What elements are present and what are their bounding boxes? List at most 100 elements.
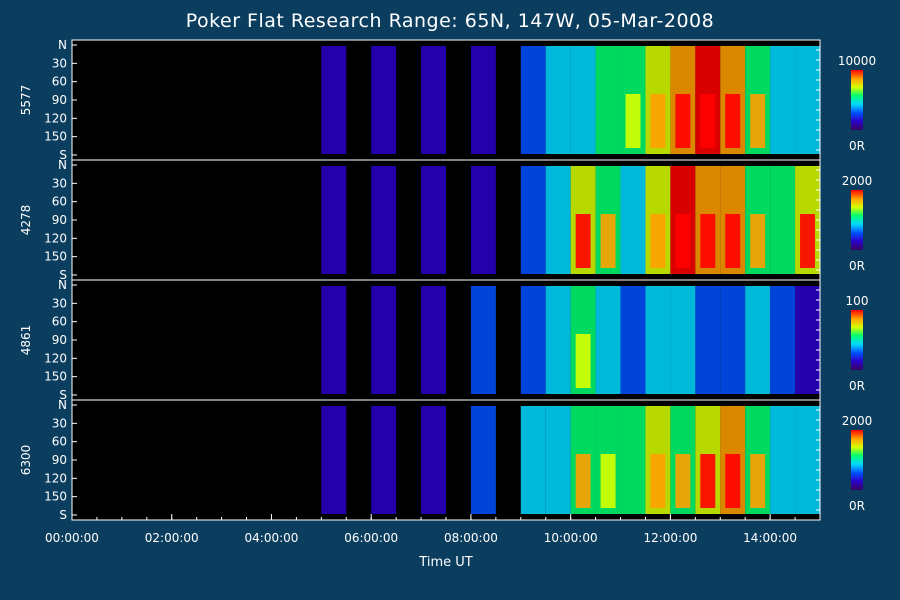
- intensity-core: [575, 454, 591, 508]
- x-tick-label: 00:00:00: [45, 531, 99, 545]
- y-tick-label: 150: [44, 370, 67, 384]
- intensity-core: [700, 94, 716, 148]
- wavelength-label: 4278: [19, 205, 33, 236]
- y-tick-label: N: [58, 38, 67, 52]
- intensity-band: [570, 46, 596, 154]
- intensity-band: [645, 286, 671, 394]
- intensity-core: [575, 214, 591, 268]
- y-tick-label: 120: [44, 111, 67, 125]
- intensity-core: [800, 214, 816, 268]
- x-tick-label: 08:00:00: [444, 531, 498, 545]
- y-tick-label: 30: [52, 416, 67, 430]
- y-tick-label: N: [58, 158, 67, 172]
- intensity-core: [700, 214, 716, 268]
- wavelength-label: 4861: [19, 325, 33, 356]
- intensity-band: [695, 286, 721, 394]
- y-tick-label: S: [59, 388, 67, 402]
- y-tick-label: 60: [52, 315, 67, 329]
- intensity-band: [520, 286, 546, 394]
- intensity-band: [371, 406, 397, 514]
- panel-4861: N 30 60 90 120 150 S 4861 100 0R: [19, 278, 868, 402]
- intensity-band: [620, 286, 646, 394]
- y-tick-label: 30: [52, 296, 67, 310]
- intensity-band: [371, 286, 397, 394]
- x-tick-label: 14:00:00: [743, 531, 797, 545]
- chart-title: Poker Flat Research Range: 65N, 147W, 05…: [185, 10, 715, 32]
- intensity-band: [795, 286, 820, 394]
- intensity-band: [371, 46, 397, 154]
- y-tick-label: 60: [52, 195, 67, 209]
- intensity-band: [520, 166, 546, 274]
- intensity-band: [371, 166, 397, 274]
- intensity-core: [575, 334, 591, 388]
- y-tick-label: 60: [52, 435, 67, 449]
- intensity-core: [750, 214, 766, 268]
- y-tick-label: 150: [44, 130, 67, 144]
- colorbar: [851, 190, 863, 250]
- y-tick-label: 90: [52, 93, 67, 107]
- y-tick-label: 30: [52, 176, 67, 190]
- intensity-band: [545, 286, 571, 394]
- intensity-band: [470, 406, 496, 514]
- intensity-band: [321, 406, 347, 514]
- y-tick-label: 90: [52, 333, 67, 347]
- x-tick-label: 06:00:00: [344, 531, 398, 545]
- wavelength-label: 5577: [19, 85, 33, 116]
- intensity-band: [595, 46, 621, 154]
- x-tick-label: 02:00:00: [145, 531, 199, 545]
- intensity-core: [675, 94, 691, 148]
- intensity-core: [675, 214, 691, 268]
- intensity-band: [595, 286, 621, 394]
- y-tick-label: 150: [44, 250, 67, 264]
- intensity-band: [770, 46, 796, 154]
- x-tick-label: 04:00:00: [245, 531, 299, 545]
- y-tick-label: S: [59, 508, 67, 522]
- intensity-core: [650, 94, 666, 148]
- colorbar-min-label: 0R: [849, 379, 865, 393]
- intensity-core: [650, 214, 666, 268]
- intensity-core: [600, 214, 616, 268]
- intensity-band: [620, 406, 646, 514]
- intensity-band: [770, 166, 796, 274]
- intensity-core: [725, 94, 741, 148]
- intensity-core: [750, 94, 766, 148]
- intensity-core: [625, 94, 641, 148]
- panel-4278: N 30 60 90 120 150 S 4278 2000 0R: [19, 158, 872, 282]
- intensity-band: [770, 286, 796, 394]
- x-tick-label: 10:00:00: [544, 531, 598, 545]
- intensity-band: [421, 406, 446, 514]
- y-tick-label: 90: [52, 213, 67, 227]
- wavelength-label: 6300: [19, 445, 33, 476]
- panel-6300: N 30 60 90 120 150 S 6300 2000 0R: [19, 398, 872, 522]
- intensity-band: [770, 406, 796, 514]
- intensity-band: [720, 286, 746, 394]
- colorbar-min-label: 0R: [849, 139, 865, 153]
- intensity-band: [545, 406, 571, 514]
- intensity-core: [750, 454, 766, 508]
- intensity-core: [600, 454, 616, 508]
- intensity-band: [470, 286, 496, 394]
- intensity-band: [421, 166, 446, 274]
- y-tick-label: S: [59, 268, 67, 282]
- intensity-band: [795, 406, 820, 514]
- y-tick-label: S: [59, 148, 67, 162]
- intensity-band: [421, 46, 446, 154]
- panel-5577: N 30 60 90 120 150 S 5577 10000 0R: [19, 38, 876, 162]
- intensity-core: [675, 454, 691, 508]
- intensity-band: [321, 166, 347, 274]
- y-tick-label: N: [58, 398, 67, 412]
- y-tick-label: 60: [52, 75, 67, 89]
- y-tick-label: 120: [44, 231, 67, 245]
- colorbar-max-label: 2000: [842, 174, 873, 188]
- colorbar-max-label: 100: [846, 294, 869, 308]
- y-tick-label: N: [58, 278, 67, 292]
- intensity-band: [545, 46, 571, 154]
- intensity-band: [470, 166, 496, 274]
- intensity-core: [725, 454, 741, 508]
- colorbar-min-label: 0R: [849, 499, 865, 513]
- y-tick-label: 30: [52, 56, 67, 70]
- colorbar-max-label: 2000: [842, 414, 873, 428]
- intensity-band: [620, 166, 646, 274]
